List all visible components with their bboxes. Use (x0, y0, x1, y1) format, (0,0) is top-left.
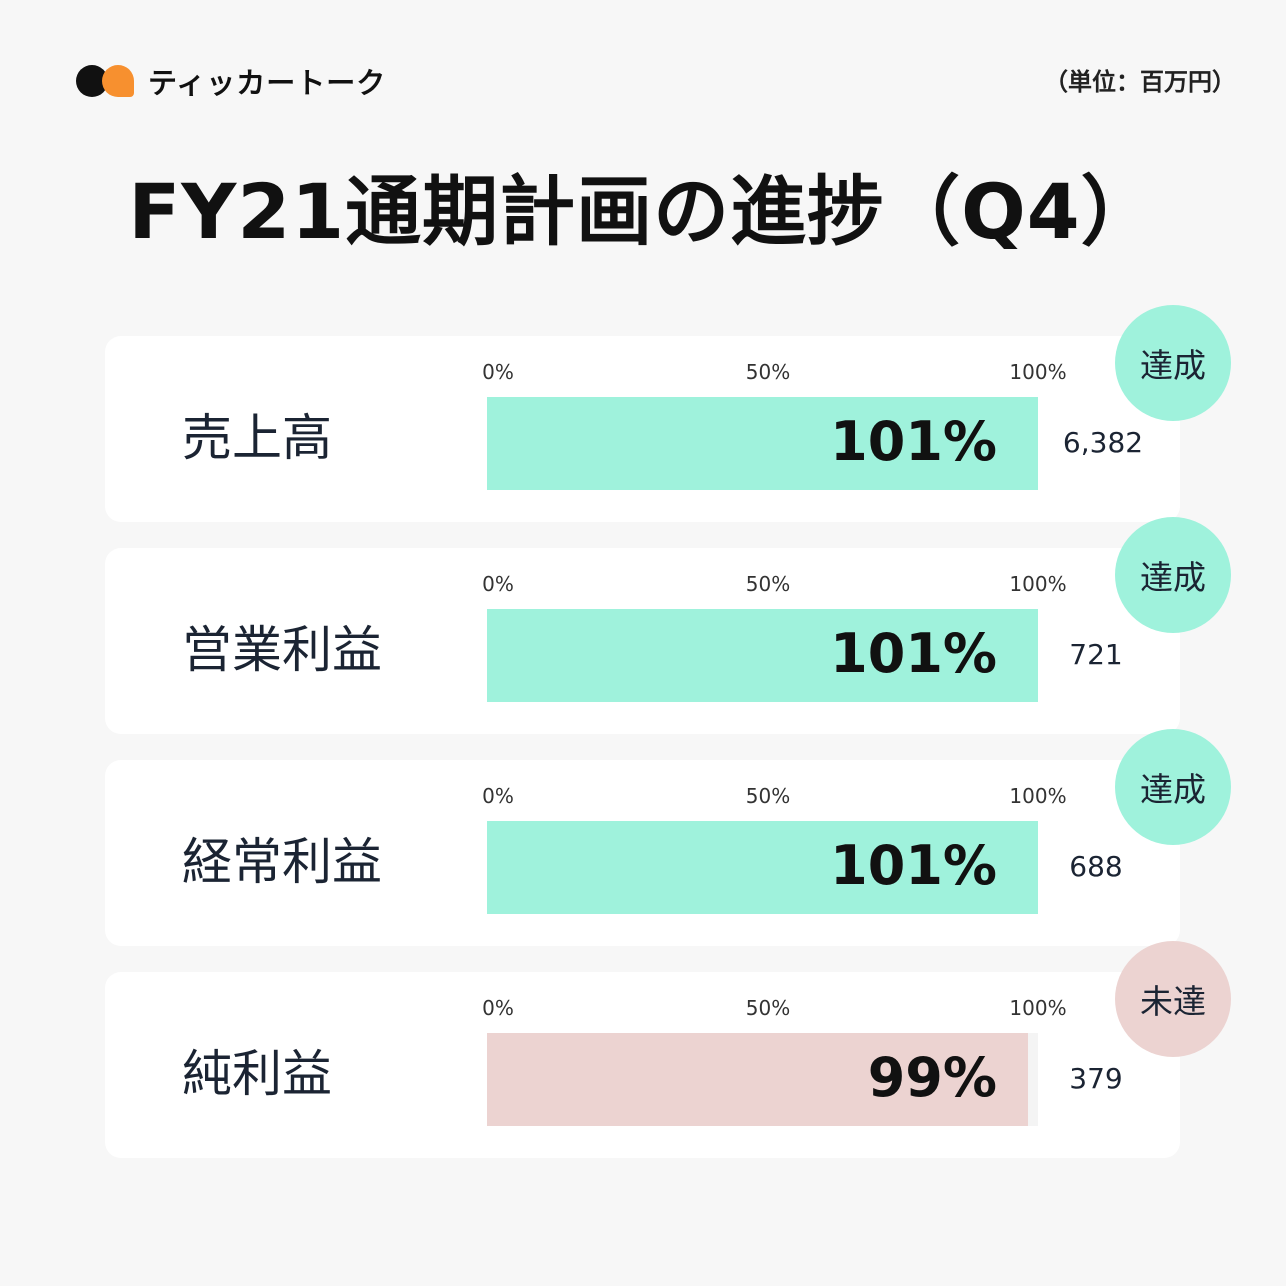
tick-label: 50% (745, 996, 791, 1020)
tick-label: 0% (482, 572, 514, 596)
tick-label: 50% (745, 360, 791, 384)
tick-label: 100% (1009, 572, 1067, 596)
logo: ティッカートーク (76, 60, 386, 102)
category-label: 営業利益 (182, 621, 382, 679)
bar (487, 821, 1039, 914)
tick-label: 0% (482, 784, 514, 808)
chart-row: 純利益 0% 50% 100% 99% 379 未達 (105, 941, 1231, 1158)
category-label: 売上高 (182, 409, 332, 467)
data-label: 99% (867, 1046, 997, 1109)
tick-label: 50% (745, 572, 791, 596)
bar (487, 1033, 1028, 1126)
status-badge: 達成 (1115, 517, 1231, 633)
chart-row: 経常利益 0% 50% 100% 101% 688 達成 (105, 729, 1231, 946)
bar (487, 397, 1039, 490)
category-label: 経常利益 (182, 833, 382, 891)
tick-label: 100% (1009, 784, 1067, 808)
logo-text: ティッカートーク (148, 66, 387, 100)
logo-icon (76, 63, 138, 99)
unit-label: （単位：百万円） (1044, 68, 1236, 96)
tick-label: 50% (745, 784, 791, 808)
tick-label: 0% (482, 996, 514, 1020)
data-label: 101% (830, 410, 997, 473)
amount-label: 379 (1069, 1062, 1123, 1095)
amount-label: 6,382 (1062, 426, 1144, 459)
data-label: 101% (830, 622, 997, 685)
chart-row: 売上高 0% 50% 100% 101% 6,382 達成 (105, 305, 1231, 522)
category-label: 純利益 (182, 1045, 332, 1103)
page-title: FY21通期計画の進捗（Q4） (128, 167, 1158, 256)
status-badge: 達成 (1115, 729, 1231, 845)
tick-label: 100% (1009, 996, 1067, 1020)
chart-row: 営業利益 0% 50% 100% 101% 721 達成 (105, 517, 1231, 734)
amount-label: 721 (1069, 638, 1123, 671)
bar (487, 609, 1039, 702)
data-label: 101% (830, 834, 997, 897)
status-badge: 未達 (1115, 941, 1231, 1057)
status-badge: 達成 (1115, 305, 1231, 421)
tick-label: 100% (1009, 360, 1067, 384)
tick-label: 0% (482, 360, 514, 384)
amount-label: 688 (1069, 850, 1123, 883)
